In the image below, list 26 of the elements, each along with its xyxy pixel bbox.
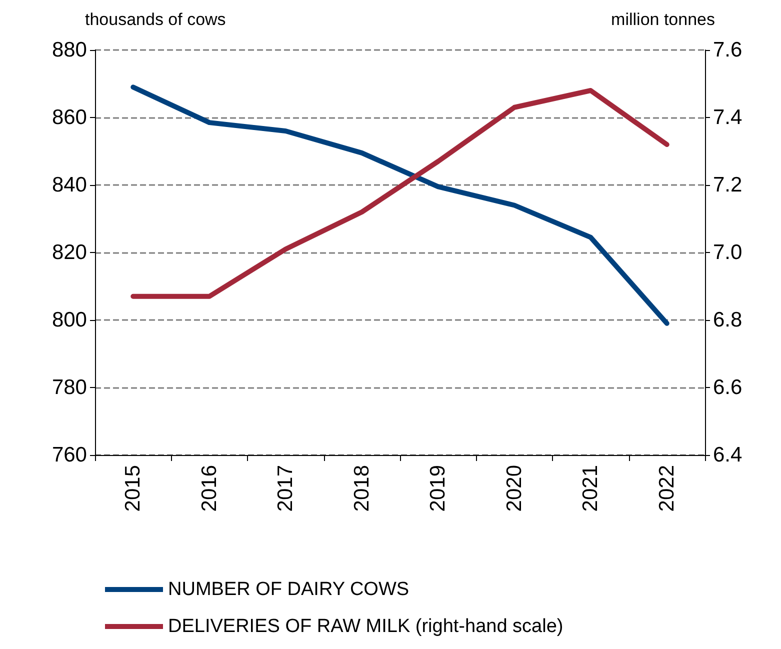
y-tick-label: 860 (52, 106, 87, 129)
y2-tick-label: 6.4 (713, 444, 743, 466)
y2-tick-label: 6.6 (713, 376, 742, 399)
y2-tick-label: 6.8 (713, 308, 742, 332)
y-tick-label: 760 (52, 444, 87, 466)
x-tick-label: 2019 (426, 465, 450, 512)
y-tick-label: 820 (52, 241, 87, 264)
x-tick-label: 2016 (198, 465, 221, 512)
legend-label: NUMBER OF DAIRY COWS (168, 579, 410, 600)
y2-tick-label: 7.4 (713, 106, 743, 129)
y2-tick-label: 7.6 (713, 38, 742, 62)
y2-tick-label: 7.0 (713, 241, 742, 264)
legend-label: DELIVERIES OF RAW MILK (right-hand scale) (168, 616, 564, 637)
x-tick-label: 2017 (274, 465, 298, 512)
y-tick-label: 840 (52, 174, 87, 196)
y-axis-title: thousands of cows (85, 10, 226, 29)
y2-axis-title: million tonnes (611, 10, 715, 29)
x-tick-label: 2018 (350, 465, 374, 512)
x-tick-label: 2020 (502, 465, 526, 512)
y-tick-label: 780 (52, 376, 87, 399)
x-tick-label: 2015 (122, 465, 145, 512)
y-tick-label: 800 (52, 308, 87, 332)
y-tick-label: 880 (52, 38, 87, 62)
x-tick-label: 2022 (655, 465, 678, 512)
x-tick-label: 2021 (579, 465, 602, 512)
y2-tick-label: 7.2 (713, 174, 742, 196)
